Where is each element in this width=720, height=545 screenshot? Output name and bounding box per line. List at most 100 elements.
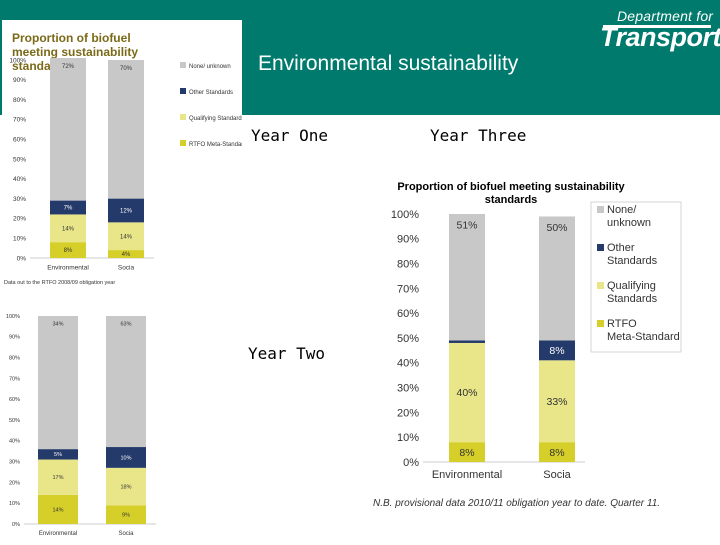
chart-year-one: Proportion of biofuel meeting sustainabil… xyxy=(2,20,247,290)
x-tick-label: Socia xyxy=(118,265,135,272)
chart-year-two: 0% 10% 20% 30% 40% 50% 60% 70% 80% 90% 100% 14% 17% 5… xyxy=(2,302,263,540)
y-tick-label: 30% xyxy=(397,382,419,394)
y-tick-label: 30% xyxy=(13,196,26,203)
legend-label: RTFO Meta-Standard xyxy=(189,142,242,148)
brand-transport: Transport xyxy=(600,22,720,52)
legend-label: Standards xyxy=(607,255,658,267)
legend-swatch xyxy=(180,114,186,120)
data-label: 18% xyxy=(120,484,131,490)
brand-department-for: Department for xyxy=(617,8,714,24)
y-tick-label: 0% xyxy=(17,255,27,262)
y-tick-label: 50% xyxy=(9,418,20,424)
y-tick-label: 70% xyxy=(13,117,26,124)
legend-label: Qualifying Standards xyxy=(189,116,242,122)
data-label: 5% xyxy=(54,452,62,458)
y-tick-label: 80% xyxy=(9,356,20,362)
bar-segment xyxy=(106,447,146,468)
legend-swatch xyxy=(180,140,186,146)
y-tick-label: 100% xyxy=(6,314,20,320)
chart-title: Proportion of biofuel xyxy=(12,31,131,45)
data-label: 8% xyxy=(549,345,564,357)
data-label: 70% xyxy=(120,66,133,72)
bar-segment xyxy=(106,505,146,524)
y-tick-label: 40% xyxy=(13,176,26,183)
legend-label: RTFO xyxy=(607,318,637,330)
bar-segment xyxy=(50,200,86,215)
y-tick-label: 50% xyxy=(13,156,26,163)
data-label: 7% xyxy=(64,206,73,212)
label-year-two: Year Two xyxy=(248,344,326,363)
x-tick-label: Environmental xyxy=(47,265,89,272)
y-tick-label: 20% xyxy=(13,216,26,223)
data-label: 50% xyxy=(546,222,567,234)
legend-label: Other xyxy=(607,242,635,254)
legend-swatch xyxy=(180,62,186,68)
y-tick-label: 90% xyxy=(9,335,20,341)
data-label: 63% xyxy=(120,322,131,328)
y-tick-label: 90% xyxy=(397,234,419,246)
brand-rule xyxy=(603,25,711,28)
data-label: 17% xyxy=(52,475,63,481)
bar-segment xyxy=(50,214,86,243)
bar-segment xyxy=(50,58,86,201)
y-tick-label: 20% xyxy=(9,480,20,486)
y-tick-label: 40% xyxy=(9,439,20,445)
bar-segment xyxy=(539,442,575,462)
bar-segment xyxy=(106,316,146,448)
legend-label: None/ xyxy=(607,204,637,216)
legend-swatch xyxy=(597,282,604,289)
y-tick-label: 60% xyxy=(9,397,20,403)
bar-segment xyxy=(539,216,575,341)
bar-segment xyxy=(38,494,78,524)
chart-note: N.B. provisional data 2010/11 obligation… xyxy=(373,498,660,509)
chart-title: Proportion of biofuel meeting sustainabi… xyxy=(397,181,625,193)
y-tick-label: 40% xyxy=(397,358,419,370)
chart-title: meeting sustainability xyxy=(12,45,138,59)
data-label: 8% xyxy=(459,447,474,459)
x-tick-label: Environmental xyxy=(432,469,502,481)
data-label: 4% xyxy=(122,252,131,258)
label-year-three: Year Three xyxy=(430,126,527,145)
slide-title: Environmental sustainability xyxy=(258,52,519,75)
data-label: 72% xyxy=(62,64,75,70)
bar-segment xyxy=(108,198,144,223)
label-year-one: Year One xyxy=(251,126,329,145)
chart-year-three: Proportion of biofuel meeting sustainabi… xyxy=(365,160,690,515)
data-label: 33% xyxy=(546,396,567,408)
bar-segment xyxy=(38,459,78,495)
y-tick-label: 0% xyxy=(12,522,20,528)
y-tick-label: 70% xyxy=(9,376,20,382)
data-label: 14% xyxy=(120,234,133,240)
legend-swatch xyxy=(597,206,604,213)
legend-swatch xyxy=(597,244,604,251)
legend-label: unknown xyxy=(607,217,651,229)
data-label: 51% xyxy=(456,220,477,232)
y-tick-label: 70% xyxy=(397,283,419,295)
bar-segment xyxy=(449,442,485,462)
data-label: 40% xyxy=(456,387,477,399)
legend-label: Standards xyxy=(607,293,658,305)
legend-swatch xyxy=(180,88,186,94)
legend-label: Meta-Standard xyxy=(607,331,680,343)
x-tick-label: Environmental xyxy=(39,531,77,537)
y-tick-label: 0% xyxy=(403,457,419,469)
legend-label: Other Standards xyxy=(189,90,233,96)
y-tick-label: 10% xyxy=(9,501,20,507)
data-label: 14% xyxy=(62,226,75,232)
legend-box xyxy=(590,201,682,353)
bar-segment xyxy=(449,214,485,341)
y-tick-label: 60% xyxy=(397,308,419,320)
y-tick-label: 10% xyxy=(13,235,26,242)
bar-segment xyxy=(108,250,144,258)
chart-title: standards xyxy=(485,194,538,206)
x-tick-label: Socia xyxy=(543,469,571,481)
y-tick-label: 100% xyxy=(9,57,26,64)
y-tick-label: 20% xyxy=(397,407,419,419)
y-tick-label: 60% xyxy=(13,136,26,143)
bar-segment xyxy=(449,342,485,443)
legend-label: None/ unknown xyxy=(189,64,231,70)
x-tick-label: Socia xyxy=(118,531,134,537)
bar-segment xyxy=(539,340,575,361)
bar-segment xyxy=(38,449,78,460)
bar-segment xyxy=(106,467,146,506)
